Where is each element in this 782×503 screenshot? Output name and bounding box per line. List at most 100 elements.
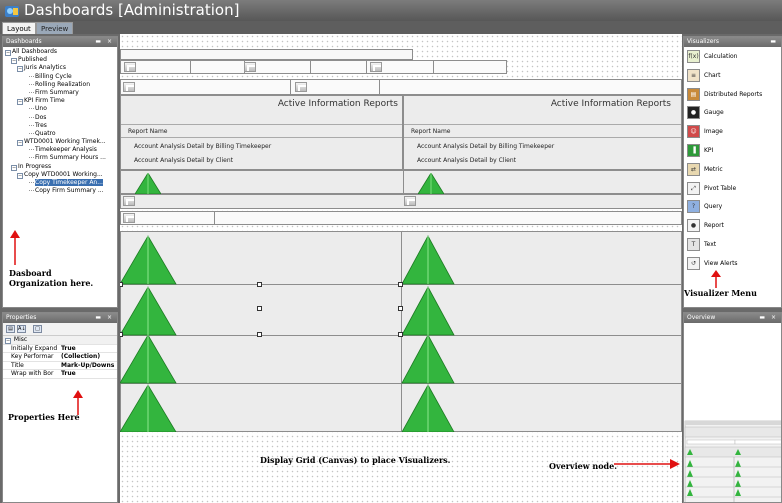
layout-cell[interactable] xyxy=(433,60,507,74)
overview-thumbnail[interactable] xyxy=(684,323,781,502)
report-item[interactable]: Account Analysis Detail by Billing Timek… xyxy=(134,143,272,150)
tree-node[interactable]: − Published xyxy=(3,56,117,65)
tree-node[interactable]: Uno xyxy=(3,105,117,113)
tab-preview[interactable]: Preview xyxy=(36,22,74,34)
tree-node[interactable]: Tres xyxy=(3,122,117,130)
tree-node[interactable]: − WTD0001 Working Timek... xyxy=(3,138,117,147)
tree-node[interactable]: Copy Firm Summary ... xyxy=(3,187,117,195)
tree-node[interactable]: Billing Cycle xyxy=(3,73,117,81)
report-visualizer[interactable]: Active Information Reports Report Name A… xyxy=(120,95,403,170)
property-row[interactable]: Title Mark-Up/Downs xyxy=(3,361,117,370)
property-row[interactable]: Key Performar (Collection) xyxy=(3,353,117,362)
kpi-band-small[interactable] xyxy=(120,170,682,194)
tree-node[interactable]: − Copy WTD0001 Working... xyxy=(3,171,117,179)
property-value[interactable]: True xyxy=(61,370,76,377)
panel-window-buttons[interactable]: ▬ xyxy=(770,38,778,45)
tree-expander-icon[interactable]: − xyxy=(11,164,17,171)
dashboard-tree: − All Dashboards − Published − Juris Analytic… xyxy=(3,47,117,195)
property-pages-icon[interactable]: □ xyxy=(33,325,42,333)
property-category[interactable]: − Misc xyxy=(3,336,117,345)
arrow-up-annotation-visualizer xyxy=(711,270,721,288)
resize-handle[interactable] xyxy=(257,332,262,337)
kpi-triangle-icon xyxy=(135,173,161,194)
tree-node[interactable]: Dos xyxy=(3,114,117,122)
categorized-icon[interactable]: ▤ xyxy=(6,325,15,333)
tree-node[interactable]: − All Dashboards xyxy=(3,48,117,56)
resize-handle[interactable] xyxy=(120,332,123,337)
tree-node[interactable]: Rolling Realization xyxy=(3,81,117,89)
tree-node-label: WTD0001 Working Timek... xyxy=(24,138,106,146)
tree-expander-icon[interactable]: − xyxy=(17,140,23,147)
sort-az-icon[interactable]: A↓ xyxy=(17,325,26,333)
tree-expander-icon[interactable]: − xyxy=(17,172,23,179)
property-name: Initially Expand xyxy=(11,344,58,352)
tree-node[interactable]: Timekeeper Analysis xyxy=(3,146,117,154)
window-title: Dashboards [Administration] xyxy=(24,1,240,19)
distributed-reports-icon: ▤ xyxy=(687,87,700,101)
visualizer-item-distributed-reports[interactable]: ▤ Distributed Reports xyxy=(687,87,762,103)
visualizer-item-gauge[interactable]: ● Gauge xyxy=(687,105,724,121)
tree-node[interactable]: − In Progress xyxy=(3,163,117,171)
resize-handle[interactable] xyxy=(398,282,403,287)
tree-expander-icon[interactable]: − xyxy=(17,99,23,106)
tree-node[interactable]: Copy Timekeeper An... xyxy=(3,179,117,187)
placeholder-icon xyxy=(370,62,382,72)
visualizer-item-query[interactable]: ? Query xyxy=(687,199,722,215)
visualizer-item-view-alerts[interactable]: ↺ View Alerts xyxy=(687,256,738,272)
tab-layout[interactable]: Layout xyxy=(2,22,36,34)
panel-window-buttons[interactable]: ▬ × xyxy=(759,314,778,321)
tree-node[interactable]: Firm Summary xyxy=(3,89,117,97)
layout-band[interactable] xyxy=(120,79,682,95)
resize-handle[interactable] xyxy=(120,282,123,287)
resize-handle[interactable] xyxy=(398,306,403,311)
layout-band[interactable] xyxy=(120,49,413,60)
dashboard-canvas[interactable]: Active Information Reports Report Name A… xyxy=(120,34,682,503)
visualizer-label: Query xyxy=(704,203,723,211)
tree-connector xyxy=(29,83,34,85)
visualizer-item-text[interactable]: T Text xyxy=(687,237,716,253)
resize-handle[interactable] xyxy=(257,282,262,287)
layout-band[interactable] xyxy=(120,194,682,209)
layout-cell[interactable] xyxy=(310,60,367,74)
layout-cell[interactable] xyxy=(190,60,245,74)
visualizer-item-kpi[interactable]: ▐ KPI xyxy=(687,143,713,159)
report-visualizer[interactable]: Active Information Reports Report Name A… xyxy=(403,95,682,170)
visualizer-item-pivot-table[interactable]: ⤢ Pivot Table xyxy=(687,181,736,197)
tree-node-label: Timekeeper Analysis xyxy=(35,146,97,154)
property-grid: ▤ A↓ □ − Misc Initially Expand True Key Pe… xyxy=(3,323,117,379)
property-row[interactable]: Wrap with Bor True xyxy=(3,370,117,379)
property-value[interactable]: True xyxy=(61,344,76,352)
panel-window-buttons[interactable]: ▬ × xyxy=(95,314,114,321)
layout-cell[interactable] xyxy=(120,211,215,225)
tree-expander-icon[interactable]: − xyxy=(17,66,23,73)
visualizer-label: Pivot Table xyxy=(704,184,737,192)
property-value[interactable]: Mark-Up/Downs xyxy=(61,361,115,369)
resize-handle[interactable] xyxy=(398,332,403,337)
tree-node[interactable]: Firm Summary Hours ... xyxy=(3,154,117,162)
panel-window-buttons[interactable]: ▬ × xyxy=(95,38,114,45)
tree-node-label-selected: Copy Timekeeper An... xyxy=(35,179,103,186)
tree-node-label: All Dashboards xyxy=(12,48,58,55)
visualizer-item-calculation[interactable]: f(x) Calculation xyxy=(687,49,737,65)
property-row[interactable]: Initially Expand True xyxy=(3,344,117,353)
tree-expander-icon[interactable]: − xyxy=(5,50,11,56)
tree-node[interactable]: − Juris Analytics xyxy=(3,64,117,73)
category-expander-icon[interactable]: − xyxy=(5,338,11,344)
visualizer-item-chart[interactable]: ≡ Chart xyxy=(687,68,721,84)
tree-node[interactable]: Quatro xyxy=(3,130,117,138)
resize-handle[interactable] xyxy=(257,306,262,311)
report-item[interactable]: Account Analysis Detail by Client xyxy=(134,157,233,164)
report-item[interactable]: Account Analysis Detail by Billing Timek… xyxy=(417,143,555,150)
tree-node-label: KPI Firm Time xyxy=(24,97,65,105)
tree-expander-icon[interactable]: − xyxy=(11,58,17,65)
arrow-up-annotation-dashboard xyxy=(10,230,20,265)
tree-node[interactable]: − KPI Firm Time xyxy=(3,97,117,106)
report-item[interactable]: Account Analysis Detail by Client xyxy=(417,157,516,164)
visualizer-item-metric[interactable]: ⇄ Metric xyxy=(687,162,723,178)
visualizer-item-report[interactable]: ● Report xyxy=(687,218,724,234)
visualizer-item-image[interactable]: ☺ Image xyxy=(687,124,723,140)
report-title: Active Information Reports xyxy=(550,99,671,109)
property-value[interactable]: (Collection) xyxy=(61,353,101,360)
layout-cell[interactable] xyxy=(290,79,380,95)
visualizer-label: Report xyxy=(704,222,724,230)
